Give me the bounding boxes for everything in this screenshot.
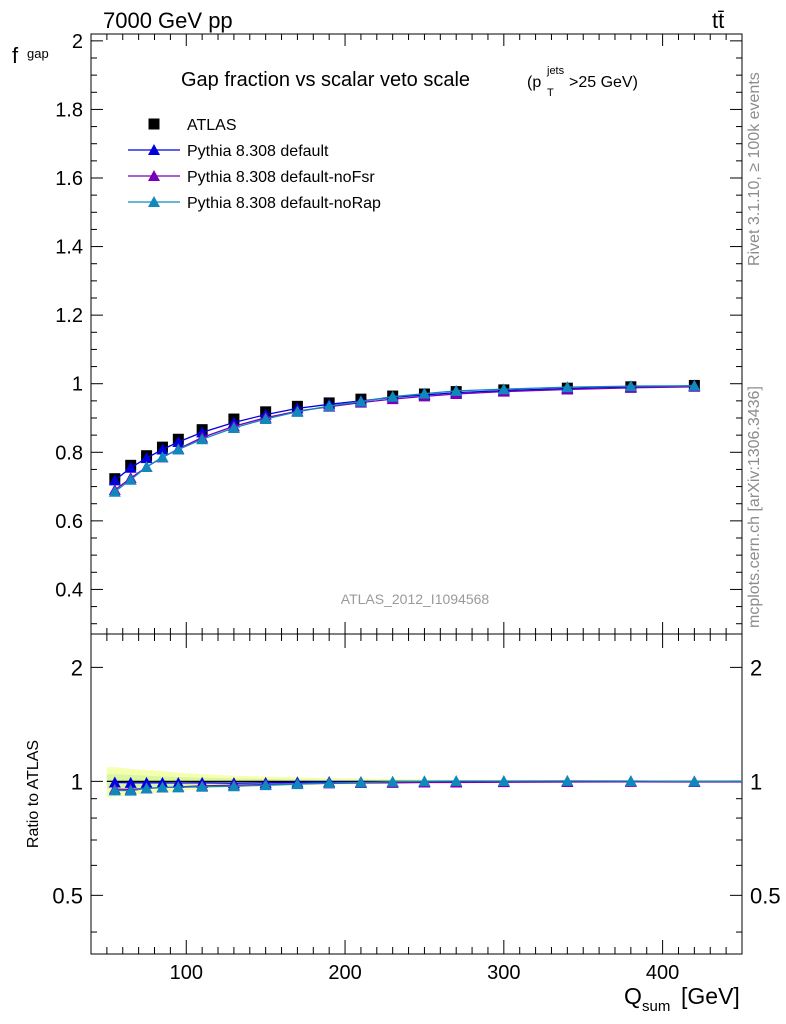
data-point-default — [172, 436, 185, 447]
ratio-point-noRap — [323, 777, 336, 789]
data-point-noRap — [140, 461, 153, 473]
ratio-point-noRap — [108, 784, 121, 796]
legend-marker-noRap — [148, 196, 160, 207]
legend-marker-atlas — [148, 118, 160, 130]
ratio-point-noRap — [172, 781, 185, 793]
data-point-noRap — [227, 421, 240, 433]
legend-label-noFsr: Pythia 8.308 default-noFsr — [187, 169, 375, 186]
process-label: tt̄ — [712, 8, 725, 33]
x-axis-label-unit: [GeV] — [681, 983, 740, 1009]
ratio-point-default — [140, 776, 153, 788]
legend-label-default: Pythia 8.308 default — [187, 143, 329, 160]
y-tick-label: 1.8 — [55, 99, 83, 121]
ratio-point-noRap — [497, 775, 510, 787]
ratio-y-tick-label-right: 1 — [750, 769, 762, 794]
ratio-series — [108, 774, 742, 796]
main-series — [108, 379, 701, 497]
ratio-y-tick-label: 0.5 — [52, 883, 83, 908]
rivet-version-label: Rivet 3.1.10, ≥ 100k events — [746, 72, 763, 266]
ratio-point-noRap — [354, 776, 367, 788]
ratio-y-tick-label-right: 2 — [750, 655, 762, 680]
data-point-default — [156, 443, 169, 455]
ratio-point-default — [108, 776, 121, 788]
ratio-point-noRap — [624, 775, 637, 787]
ratio-point-noRap — [386, 775, 399, 787]
chart-title-cut-tail: >25 GeV) — [569, 74, 638, 91]
data-point-noRap — [156, 451, 169, 463]
y-tick-label: 2 — [72, 31, 83, 53]
data-point-noRap — [386, 390, 399, 402]
legend-marker-noFsr — [148, 170, 160, 181]
y-tick-label: 0.6 — [55, 511, 83, 533]
data-point-noRap — [418, 387, 431, 399]
x-tick-label: 100 — [170, 962, 203, 984]
chart-title-cut-sub: T — [547, 87, 554, 99]
ratio-axis-label: Ratio to ATLAS — [25, 740, 42, 848]
ratio-point-noRap — [259, 779, 272, 791]
data-point-default — [140, 452, 153, 464]
ratio-point-noRap — [156, 781, 169, 793]
data-point-noRap — [624, 380, 637, 392]
legend-marker-default — [148, 144, 160, 155]
x-axis-label: Q sum [GeV] — [624, 983, 740, 1015]
y-tick-label: 1 — [72, 374, 83, 396]
y-tick-label: 0.8 — [55, 442, 83, 464]
data-point-noRap — [688, 379, 701, 391]
ratio-y-tick-label: 2 — [71, 655, 83, 680]
data-point-noRap — [196, 433, 209, 445]
data-point-noRap — [561, 381, 574, 393]
beam-label: 7000 GeV pp — [103, 8, 233, 33]
y-axis-label: f — [12, 43, 19, 68]
y-axis-label-sub: gap — [27, 46, 49, 61]
data-point-noRap — [172, 443, 185, 455]
data-point-noRap — [124, 473, 137, 485]
data-point-noRap — [323, 400, 336, 411]
data-point-noRap — [108, 485, 121, 497]
data-point-noRap — [354, 395, 367, 407]
data-point-default — [108, 474, 121, 486]
data-point-noRap — [497, 383, 510, 395]
chart-title-cut-sup: jets — [546, 65, 565, 77]
x-tick-label: 400 — [646, 962, 679, 984]
y-tick-label: 1.4 — [55, 237, 83, 259]
ratio-point-noRap — [688, 775, 701, 787]
main-axes: 0.4 0.6 0.8 1 1.2 1.4 1.6 1.8 2 — [55, 31, 742, 634]
ratio-point-noRap — [227, 780, 240, 792]
ratio-axes: 0.5 0.5 1 1 2 2 100 200 300 400 — [52, 634, 781, 984]
y-tick-label: 1.6 — [55, 168, 83, 190]
legend-label-noRap: Pythia 8.308 default-noRap — [187, 195, 381, 212]
ratio-point-noRap — [140, 782, 153, 794]
x-tick-label: 300 — [487, 962, 520, 984]
legend-label-data: ATLAS — [187, 117, 237, 134]
y-tick-label: 0.4 — [55, 579, 83, 601]
ratio-panel: 0.5 0.5 1 1 2 2 100 200 300 400 Ratio to ATLAS Q … — [25, 633, 781, 1015]
ratio-point-default — [124, 776, 137, 788]
chart-title: Gap fraction vs scalar veto scale (p jet… — [181, 65, 638, 99]
data-point-noRap — [291, 405, 304, 417]
ratio-plot-frame — [90, 633, 743, 955]
x-tick-label: 200 — [328, 962, 361, 984]
ratio-y-tick-label-right: 0.5 — [750, 883, 781, 908]
ratio-point-noRap — [561, 774, 574, 786]
ratio-point-noRap — [418, 775, 431, 787]
y-tick-label: 1.2 — [55, 305, 83, 327]
analysis-id: ATLAS_2012_I1094568 — [341, 591, 490, 607]
ratio-point-noRap — [124, 784, 137, 796]
data-point-noRap — [450, 384, 463, 396]
ratio-point-noRap — [450, 775, 463, 787]
x-axis-label-text: Q — [624, 983, 642, 1009]
ratio-y-tick-label: 1 — [71, 769, 83, 794]
chart-title-cut: (p — [527, 74, 541, 91]
mcplots-label: mcplots.cern.ch [arXiv:1306.3436] — [746, 386, 763, 628]
legend: ATLAS Pythia 8.308 default Pythia 8.308 de… — [128, 117, 381, 212]
x-axis-label-sub: sum — [642, 998, 670, 1015]
data-point-default — [124, 461, 137, 473]
main-panel: 0.4 0.6 0.8 1 1.2 1.4 1.6 1.8 2 f gap Gap fracti… — [12, 31, 743, 635]
ratio-point-noRap — [291, 778, 304, 790]
chart-title-text: Gap fraction vs scalar veto scale — [181, 69, 470, 91]
data-point-noRap — [259, 413, 272, 425]
ratio-point-noRap — [196, 780, 209, 792]
